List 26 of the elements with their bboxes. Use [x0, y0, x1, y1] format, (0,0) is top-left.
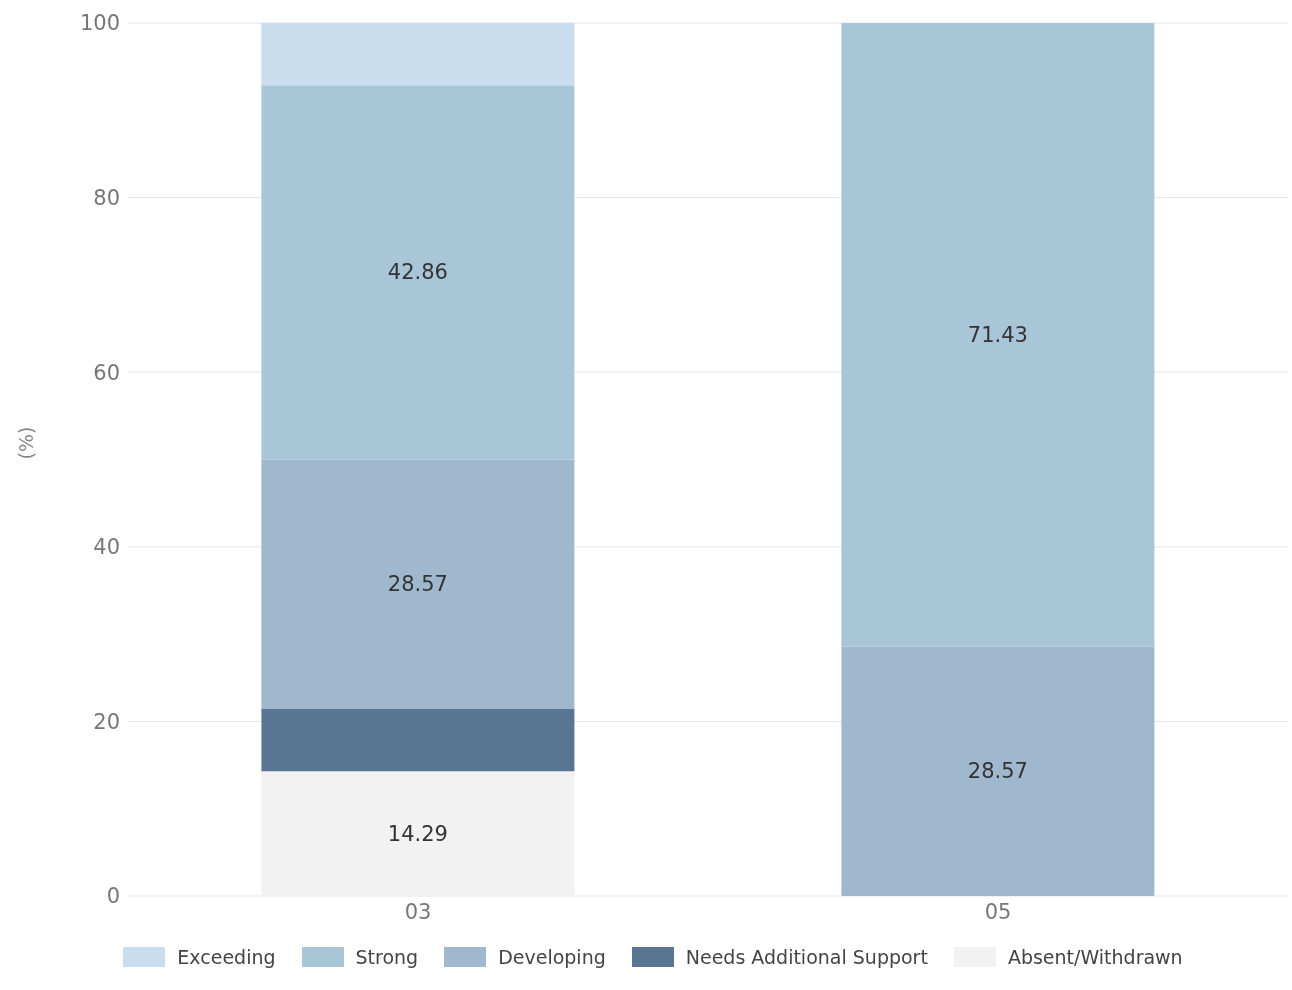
y-tick-label: 40: [93, 535, 120, 560]
x-tick-label: 05: [984, 899, 1012, 924]
data-label: 28.57: [967, 759, 1028, 784]
bar: [261, 23, 575, 86]
y-tick-label: 0: [106, 884, 120, 909]
y-tick-label: 60: [93, 360, 120, 385]
data-label: 42.86: [387, 260, 448, 285]
legend-label: Absent/Withdrawn: [1007, 946, 1183, 968]
data-label: 14.29: [387, 821, 448, 846]
bar: [841, 23, 1155, 647]
bar: [261, 771, 575, 896]
legend-label: Needs Additional Support: [685, 946, 928, 968]
bar: [261, 708, 575, 772]
y-tick-label: 100: [79, 11, 120, 36]
y-tick-label: 20: [93, 709, 120, 734]
y-axis-title: (%): [14, 426, 37, 460]
legend-label: Exceeding: [177, 946, 276, 968]
y-tick-label: 80: [93, 186, 120, 211]
bar: [261, 459, 575, 709]
legend-label: Developing: [498, 946, 606, 968]
data-label: 71.43: [967, 322, 1028, 347]
data-label: 28.57: [387, 572, 448, 597]
bar: [841, 646, 1155, 896]
x-tick-label: 03: [404, 899, 432, 924]
bar: [261, 85, 575, 460]
legend-label: Strong: [355, 946, 419, 968]
